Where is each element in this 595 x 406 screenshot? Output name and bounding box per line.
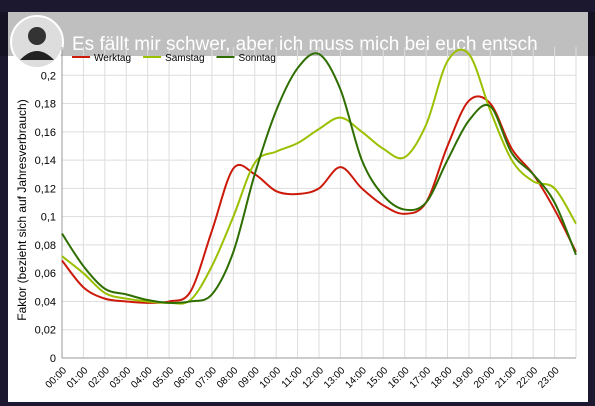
legend-label: Werktag [94, 53, 131, 64]
y-tick-label: 0,08 [35, 240, 56, 252]
y-tick-label: 0,02 [35, 325, 56, 337]
y-tick-label: 0,1 [41, 212, 56, 224]
y-tick-label: 0,04 [35, 296, 56, 308]
y-tick-label: 0,16 [35, 127, 56, 139]
y-tick-label: 0 [50, 353, 56, 365]
video-title: Es fällt mir schwer, aber ich muss mich … [72, 34, 538, 55]
legend-label: Sonntag [239, 53, 276, 64]
y-tick-label: 0,2 [41, 70, 56, 82]
avatar-head [28, 27, 46, 45]
line-series [61, 52, 577, 304]
line-series [61, 48, 577, 305]
y-axis-label: Faktor (bezieht sich auf Jahresverbrauch… [15, 99, 29, 320]
legend-label: Samstag [165, 53, 204, 64]
y-tick-label: 0,12 [35, 183, 56, 195]
y-tick-label: 0,18 [35, 99, 56, 111]
y-tick-label: 0,14 [35, 155, 56, 167]
line-series [61, 95, 577, 304]
avatar-body [20, 51, 54, 60]
y-tick-label: 0,06 [35, 268, 56, 280]
